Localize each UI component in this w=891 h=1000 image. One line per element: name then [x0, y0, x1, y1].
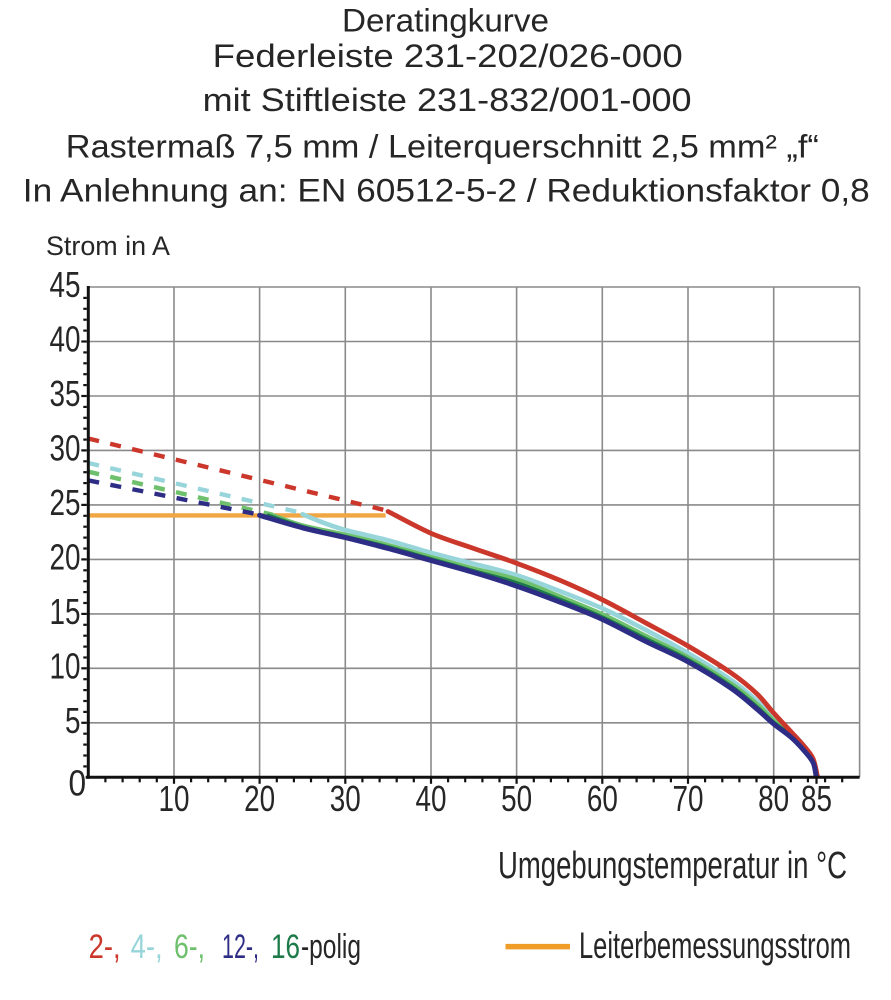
- svg-text:80: 80: [758, 778, 789, 819]
- svg-text:35: 35: [50, 373, 81, 414]
- svg-text:60: 60: [587, 778, 618, 819]
- svg-text:Strom in A: Strom in A: [46, 231, 170, 261]
- svg-text:Federleiste 231-202/026-000: Federleiste 231-202/026-000: [213, 38, 683, 74]
- svg-text:20: 20: [244, 778, 275, 819]
- svg-text:0: 0: [69, 763, 87, 804]
- svg-text:10: 10: [50, 646, 81, 687]
- svg-text:70: 70: [672, 778, 703, 819]
- svg-text:25: 25: [50, 482, 81, 523]
- svg-text:30: 30: [50, 428, 81, 469]
- svg-text:Umgebungstemperatur in °C: Umgebungstemperatur in °C: [498, 845, 847, 887]
- svg-text:In Anlehnung an: EN 60512-5-2: In Anlehnung an: EN 60512-5-2 / Reduktio…: [23, 173, 870, 209]
- svg-text:40: 40: [50, 319, 81, 360]
- svg-text:Rastermaß 7,5 mm / Leiterquers: Rastermaß 7,5 mm / Leiterquerschnitt 2,5…: [66, 129, 819, 165]
- svg-text:2-,4-,6-,12-,16-polig: 2-, 4-, 6-, 12-, 16-polig: [89, 928, 361, 966]
- svg-text:85: 85: [801, 778, 832, 819]
- svg-text:45: 45: [50, 264, 81, 305]
- svg-text:10: 10: [158, 778, 189, 819]
- svg-text:5: 5: [65, 700, 81, 741]
- svg-text:Deratingkurve: Deratingkurve: [342, 3, 549, 39]
- svg-text:mit Stiftleiste 231-832/001-00: mit Stiftleiste 231-832/001-000: [203, 82, 692, 118]
- svg-text:Leiterbemessungsstrom: Leiterbemessungsstrom: [579, 925, 851, 966]
- svg-text:50: 50: [501, 778, 532, 819]
- svg-text:15: 15: [50, 591, 81, 632]
- svg-text:30: 30: [330, 778, 361, 819]
- svg-text:40: 40: [415, 778, 446, 819]
- svg-text:20: 20: [50, 537, 81, 578]
